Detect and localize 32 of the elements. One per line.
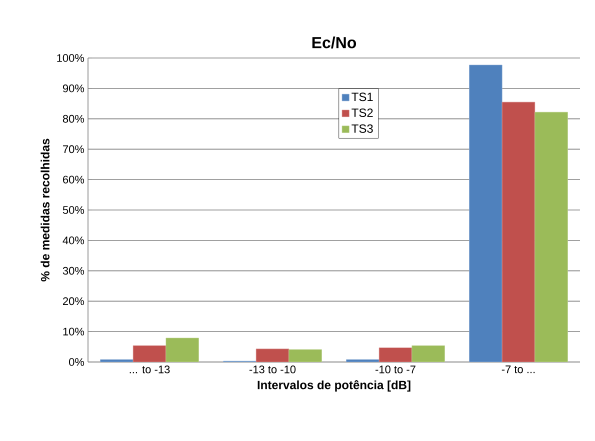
x-tick-label: -10 to -7 bbox=[376, 366, 416, 374]
y-tick-label: 60% bbox=[63, 176, 84, 184]
bar bbox=[502, 102, 536, 362]
y-tick-label: 20% bbox=[63, 297, 84, 306]
y-tick-label: 30% bbox=[62, 266, 84, 275]
y-tick-label: 70% bbox=[63, 145, 84, 154]
bar bbox=[378, 348, 412, 362]
y-tick-label: 40% bbox=[62, 236, 84, 244]
x-tick-label: ... to -13 bbox=[130, 366, 170, 374]
x-tick-label: -13 to -10 bbox=[249, 366, 296, 374]
bar bbox=[288, 349, 322, 362]
y-axis-title: % de medidas recolhidas bbox=[40, 138, 50, 282]
bar bbox=[100, 359, 134, 362]
x-axis-title: Intervalos de potência [dB] bbox=[258, 380, 410, 392]
legend-label: TS1 bbox=[352, 92, 373, 102]
y-tick-label: 80% bbox=[62, 114, 84, 123]
bar bbox=[412, 345, 445, 362]
bar bbox=[132, 345, 166, 362]
y-tick-label: 50% bbox=[62, 206, 84, 214]
bar bbox=[256, 348, 289, 362]
legend-label: TS2 bbox=[352, 108, 373, 117]
y-tick-label: 90% bbox=[62, 84, 84, 92]
bar bbox=[534, 112, 568, 362]
legend-label: TS3 bbox=[352, 124, 373, 133]
bar bbox=[166, 338, 199, 362]
chart-title: Ec/No bbox=[312, 36, 356, 48]
y-tick-label: 100% bbox=[57, 54, 84, 62]
x-tick-label: -7 to ... bbox=[502, 366, 535, 374]
y-tick-label: 10% bbox=[63, 328, 84, 336]
y-tick-label: 0% bbox=[69, 358, 84, 366]
bar bbox=[346, 359, 380, 362]
bar bbox=[469, 64, 502, 362]
